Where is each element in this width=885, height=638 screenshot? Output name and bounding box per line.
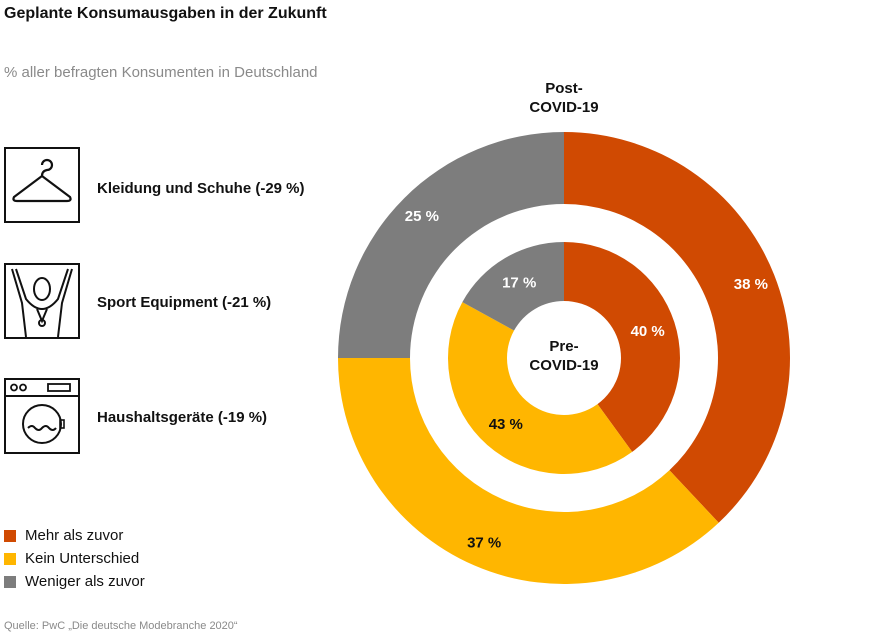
washing-machine-icon	[4, 378, 80, 454]
chart-title: Geplante Konsumausgaben in der Zukunft	[4, 5, 327, 22]
legend-swatch	[4, 529, 16, 542]
inner-ring-value-label: 40 %	[631, 323, 665, 340]
outer-ring-slice-0	[564, 132, 790, 523]
pre-covid-ring-title: COVID-19	[529, 357, 598, 374]
inner-ring-value-label: 17 %	[502, 274, 536, 291]
outer-ring-slice-1	[337, 358, 719, 584]
athlete-icon	[4, 263, 80, 339]
outer-ring-value-label: 25 %	[405, 208, 439, 225]
category-label-appliances: Haushaltsgeräte (-19 %)	[97, 409, 268, 426]
category-label-sport: Sport Equipment (-21 %)	[97, 294, 272, 311]
legend-swatch	[4, 552, 16, 565]
inner-ring-slice-2	[462, 242, 564, 331]
legend-item-more: Mehr als zuvor	[4, 524, 145, 547]
inner-ring-value-label: 43 %	[489, 416, 523, 433]
post-covid-ring-title: COVID-19	[529, 99, 598, 116]
legend-item-same: Kein Unterschied	[4, 547, 145, 570]
hanger-icon	[4, 147, 80, 223]
legend-item-less: Weniger als zuvor	[4, 570, 145, 593]
source-note: Quelle: PwC „Die deutsche Modebranche 20…	[4, 620, 238, 632]
post-covid-ring-title: Post-	[545, 80, 583, 97]
legend-label: Mehr als zuvor	[25, 527, 124, 544]
inner-ring-slice-1	[447, 302, 633, 474]
category-label-clothing: Kleidung und Schuhe (-29 %)	[97, 180, 305, 197]
outer-ring-value-label: 37 %	[467, 534, 501, 551]
legend-label: Kein Unterschied	[25, 550, 140, 567]
legend-label: Weniger als zuvor	[25, 573, 145, 590]
pre-covid-ring-title: Pre-	[549, 338, 578, 355]
legend-swatch	[4, 575, 16, 588]
outer-ring-slice-2	[338, 132, 564, 358]
inner-ring-slice-0	[564, 242, 681, 452]
outer-ring-value-label: 38 %	[734, 276, 768, 293]
chart-subtitle: % aller befragten Konsumenten in Deutsch…	[4, 64, 318, 81]
legend: Mehr als zuvor Kein Unterschied Weniger …	[4, 524, 145, 593]
